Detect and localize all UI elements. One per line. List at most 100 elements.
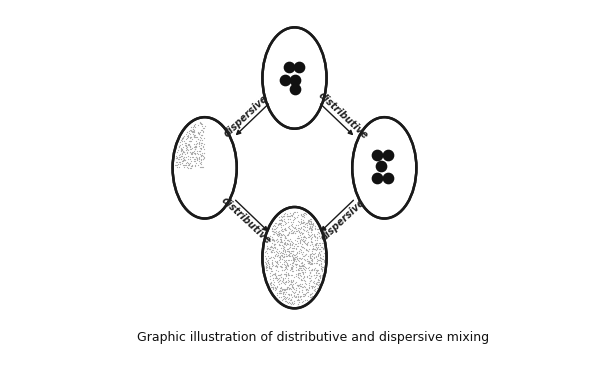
Point: [186, 128, 196, 134]
Point: [276, 290, 285, 296]
Point: [276, 294, 286, 300]
Point: [297, 281, 306, 287]
Point: [267, 247, 277, 253]
Point: [277, 232, 286, 238]
Point: [314, 229, 323, 235]
Point: [196, 127, 206, 133]
Point: [280, 258, 290, 264]
Point: [171, 153, 180, 159]
Point: [287, 248, 297, 254]
Point: [285, 267, 294, 273]
Point: [319, 245, 328, 251]
Point: [300, 233, 309, 239]
Point: [280, 281, 289, 287]
Point: [281, 253, 290, 259]
Point: [188, 128, 197, 134]
Point: [297, 251, 307, 257]
Point: [310, 287, 319, 293]
Point: [286, 212, 296, 218]
Point: [200, 150, 209, 156]
Point: [276, 224, 285, 230]
Point: [262, 264, 272, 270]
Point: [303, 217, 313, 223]
Point: [279, 241, 289, 247]
Point: [272, 263, 282, 269]
Point: [303, 239, 312, 245]
Point: [189, 134, 198, 140]
Point: [262, 260, 271, 266]
Point: [312, 231, 322, 237]
Point: [187, 146, 196, 152]
Point: [318, 256, 327, 262]
Point: [312, 235, 322, 241]
Point: [267, 244, 277, 250]
Point: [174, 164, 184, 170]
Point: [187, 163, 197, 169]
Point: [287, 221, 296, 227]
Point: [199, 141, 209, 147]
Point: [313, 282, 323, 288]
Point: [196, 145, 206, 151]
Point: [268, 254, 277, 260]
Point: [316, 256, 326, 261]
Point: [191, 142, 200, 148]
Point: [292, 261, 302, 267]
Point: [266, 238, 275, 244]
Point: [177, 135, 187, 141]
Point: [279, 295, 288, 301]
Point: [306, 227, 315, 233]
Point: [180, 140, 190, 146]
Point: [291, 76, 300, 82]
Point: [273, 272, 283, 278]
Point: [307, 220, 316, 226]
Point: [190, 163, 200, 169]
Point: [187, 125, 196, 131]
Point: [290, 255, 299, 261]
Point: [293, 243, 302, 249]
Point: [313, 267, 322, 273]
Point: [312, 246, 322, 252]
Point: [283, 231, 293, 237]
Point: [186, 138, 195, 144]
Point: [297, 289, 306, 295]
Point: [187, 136, 197, 142]
Point: [179, 138, 188, 144]
Point: [314, 273, 323, 279]
Point: [286, 300, 295, 306]
Point: [273, 253, 282, 259]
Point: [289, 248, 298, 254]
Point: [190, 129, 199, 135]
Point: [177, 151, 187, 157]
Point: [274, 228, 284, 234]
Point: [274, 231, 283, 237]
Point: [303, 231, 313, 237]
Point: [266, 266, 275, 272]
Point: [300, 223, 309, 229]
Point: [269, 279, 279, 285]
Point: [280, 288, 289, 294]
Point: [300, 263, 309, 269]
Point: [302, 289, 312, 295]
Point: [275, 254, 284, 260]
Point: [192, 148, 201, 154]
Point: [266, 255, 275, 261]
Point: [274, 232, 284, 238]
Point: [192, 141, 201, 147]
Point: [294, 285, 304, 291]
Point: [272, 236, 282, 242]
Point: [196, 119, 205, 125]
Point: [313, 257, 323, 263]
Point: [283, 271, 293, 277]
Point: [273, 238, 282, 244]
Point: [307, 250, 317, 256]
Point: [316, 244, 326, 250]
Point: [273, 276, 283, 282]
Point: [297, 250, 306, 256]
Point: [292, 297, 302, 303]
Point: [277, 287, 287, 293]
Point: [171, 155, 181, 161]
Point: [309, 251, 318, 257]
Point: [291, 261, 300, 267]
Point: [173, 155, 182, 161]
Point: [296, 270, 305, 276]
